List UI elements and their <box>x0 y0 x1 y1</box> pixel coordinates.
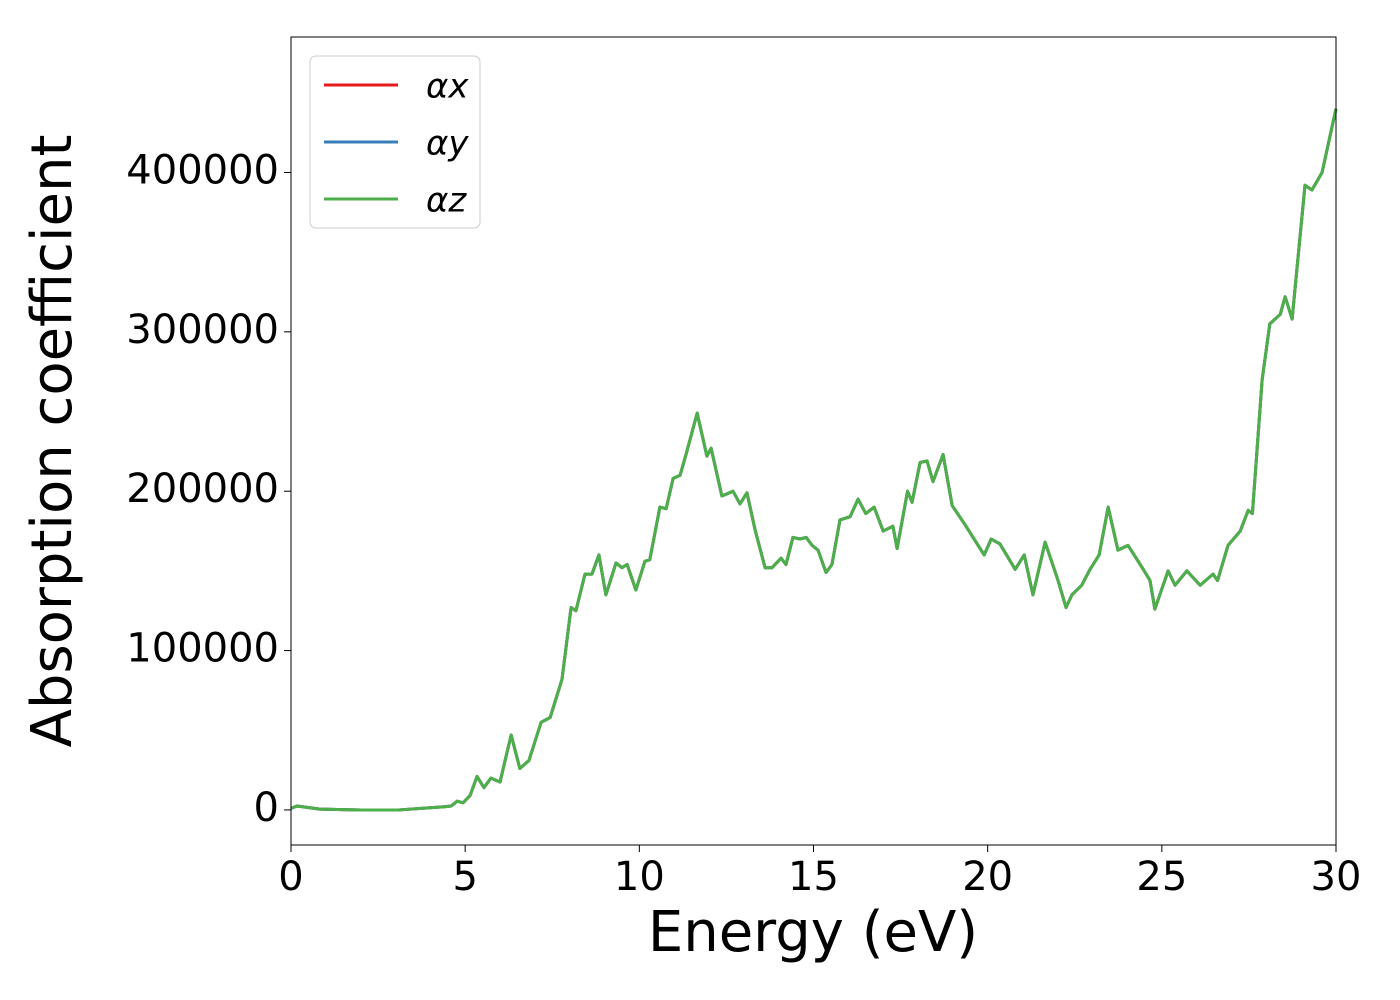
legend-label: αy <box>426 124 469 164</box>
x-tick-label: 25 <box>1136 854 1187 900</box>
y-axis-label: Absorption coefficient <box>20 135 85 748</box>
y-tick-label: 400000 <box>126 147 279 193</box>
x-tick-label: 30 <box>1311 854 1362 900</box>
y-tick-label: 300000 <box>126 307 279 353</box>
x-tick-label: 0 <box>278 854 303 900</box>
x-tick-label: 20 <box>962 854 1013 900</box>
x-axis-label: Energy (eV) <box>648 900 978 965</box>
legend-label: αz <box>426 181 467 221</box>
x-tick-label: 10 <box>614 854 665 900</box>
legend-label: αx <box>426 67 469 107</box>
x-tick-label: 5 <box>452 854 477 900</box>
y-tick-label: 100000 <box>126 626 279 672</box>
x-tick-label: 15 <box>788 854 839 900</box>
series-line <box>290 108 1338 812</box>
y-tick-label: 200000 <box>126 466 279 512</box>
plot-frame <box>290 36 1337 846</box>
y-tick-label: 0 <box>254 785 279 831</box>
